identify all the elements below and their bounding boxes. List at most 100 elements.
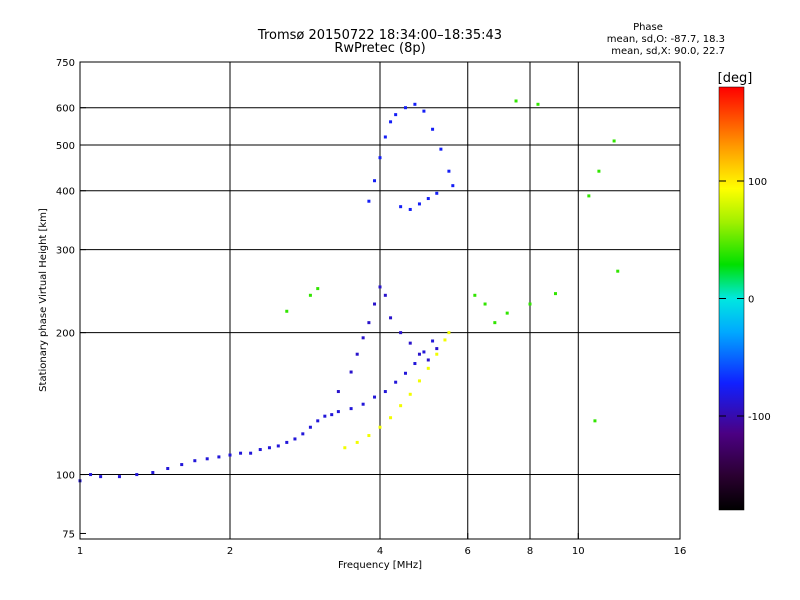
data-point [205, 457, 209, 461]
data-point [378, 156, 382, 160]
data-point [597, 169, 601, 173]
data-point [408, 207, 412, 211]
data-point [367, 199, 371, 203]
data-point [258, 448, 262, 452]
x-axis-ticks: 1 2 4 6 8 10 16 [77, 533, 687, 557]
data-point [426, 358, 430, 362]
data-point [336, 390, 340, 394]
y-tick-label: 75 [62, 529, 75, 540]
data-point [403, 371, 407, 375]
data-point [399, 404, 403, 408]
data-point [403, 106, 407, 110]
data-point [431, 339, 435, 343]
x-tick-label: 10 [572, 546, 585, 557]
data-point [417, 379, 421, 383]
data-point [408, 341, 412, 345]
data-point [355, 352, 359, 356]
data-point [408, 392, 412, 396]
data-point [330, 413, 334, 417]
data-point [413, 362, 417, 366]
data-point [389, 316, 393, 320]
data-point [135, 473, 139, 477]
data-point [378, 425, 382, 429]
colorbar-label: [deg] [718, 71, 753, 86]
data-point [151, 471, 155, 475]
phase-stats-heading: Phase [633, 22, 663, 33]
chart-subtitle: RwPretec (8p) [334, 41, 425, 56]
data-point [422, 350, 426, 354]
data-point [394, 113, 398, 117]
data-point [383, 293, 387, 297]
x-tick-label: 6 [465, 546, 471, 557]
chart-title: Tromsø 20150722 18:34:00–18:35:43 [257, 28, 502, 43]
data-point [166, 467, 170, 471]
data-point [308, 293, 312, 297]
data-point [439, 147, 443, 151]
data-point [373, 302, 377, 306]
data-point [239, 451, 243, 455]
data-point [349, 370, 353, 374]
data-point [301, 432, 305, 436]
data-point [443, 338, 447, 342]
x-tick-label: 16 [674, 546, 687, 557]
phase-stats-o-line: mean, sd,O: -87.7, 18.3 [607, 34, 725, 45]
data-point [426, 366, 430, 370]
data-point [217, 455, 221, 459]
data-point [249, 451, 253, 455]
data-point [180, 463, 184, 467]
x-tick-label: 2 [227, 546, 233, 557]
data-point [378, 285, 382, 289]
colorbar-tick-label: 100 [748, 177, 767, 188]
data-point [451, 184, 455, 188]
data-point [343, 446, 347, 450]
data-point [447, 169, 451, 173]
data-point [316, 287, 320, 291]
data-point [285, 309, 289, 313]
data-point [616, 269, 620, 273]
data-point [399, 205, 403, 209]
data-point [399, 331, 403, 335]
data-point [316, 419, 320, 423]
data-point [435, 352, 439, 356]
y-tick-label: 100 [56, 471, 75, 482]
data-point [612, 139, 616, 143]
data-point [285, 440, 289, 444]
x-axis-label: Frequency [MHz] [338, 560, 422, 571]
y-tick-label: 200 [56, 329, 75, 340]
data-point [417, 202, 421, 206]
data-point [367, 434, 371, 438]
data-point [593, 419, 597, 423]
data-point [528, 302, 532, 306]
data-point [514, 99, 518, 103]
plot-area: 1 2 4 6 8 10 16 75 100 200 300 400 500 600 750 [56, 58, 686, 557]
data-point [389, 120, 393, 124]
data-point [367, 321, 371, 325]
y-tick-label: 600 [56, 104, 75, 115]
data-point [447, 331, 451, 335]
data-point [553, 292, 557, 296]
y-axis-ticks: 75 100 200 300 400 500 600 750 [56, 58, 86, 540]
phase-stats-x-line: mean, sd,X: 90.0, 22.7 [611, 46, 725, 57]
x-tick-label: 1 [77, 546, 83, 557]
data-point [426, 197, 430, 201]
data-point [435, 347, 439, 351]
data-point [431, 127, 435, 131]
data-point [505, 311, 509, 315]
y-tick-label: 300 [56, 246, 75, 257]
y-tick-label: 750 [56, 58, 75, 69]
x-tick-label: 8 [527, 546, 533, 557]
data-point [336, 410, 340, 414]
data-point [383, 135, 387, 139]
data-point [389, 416, 393, 420]
colorbar-tick-label: -100 [748, 412, 771, 423]
data-point [483, 302, 487, 306]
data-point [413, 102, 417, 106]
x-tick-label: 4 [377, 546, 383, 557]
y-tick-label: 400 [56, 187, 75, 198]
data-point [394, 380, 398, 384]
data-point [373, 395, 377, 399]
data-point [422, 109, 426, 113]
data-point [276, 444, 280, 448]
data-point [99, 475, 103, 479]
